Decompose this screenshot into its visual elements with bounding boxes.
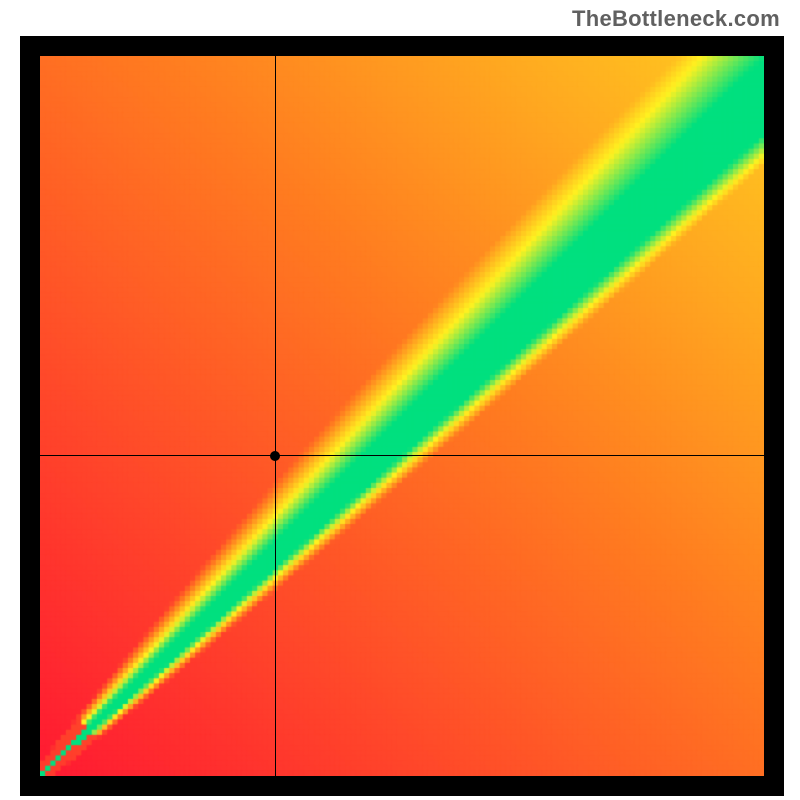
crosshair-vertical (275, 56, 276, 776)
heatmap-canvas (40, 56, 764, 776)
plot-frame-top (20, 36, 784, 56)
plot-frame-right (764, 36, 784, 796)
watermark-text: TheBottleneck.com (572, 6, 780, 32)
crosshair-point (270, 451, 280, 461)
plot-frame-bottom (20, 776, 784, 796)
chart-container: TheBottleneck.com (0, 0, 800, 800)
crosshair-horizontal (40, 455, 764, 456)
plot-frame-left (20, 36, 40, 796)
